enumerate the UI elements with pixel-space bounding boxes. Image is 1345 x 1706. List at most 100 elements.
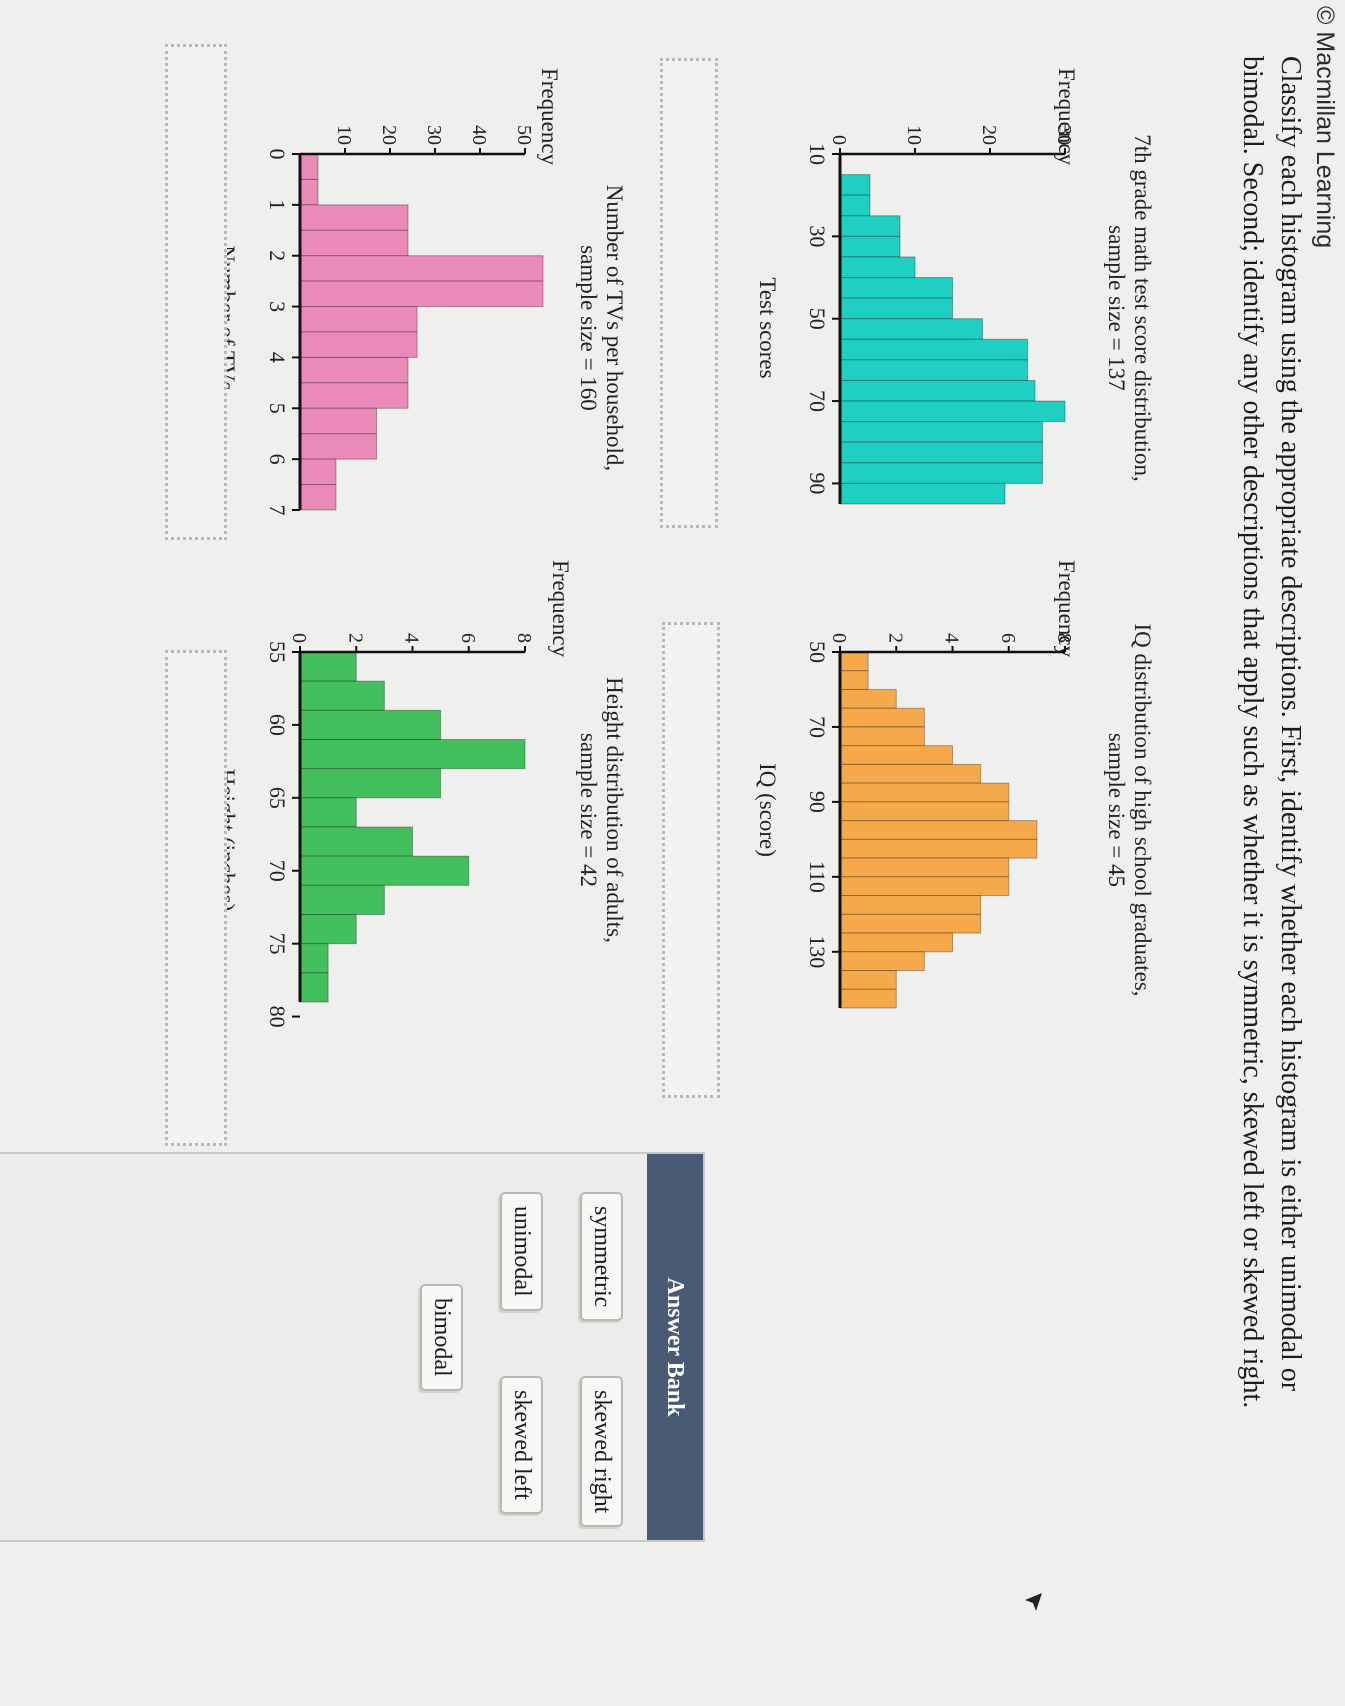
histogram-bar: [299, 680, 385, 711]
instructions-text: Classify each histogram using the approp…: [1237, 56, 1306, 1409]
histogram-bar: [839, 782, 1010, 803]
histogram-bar: [839, 820, 1038, 840]
histogram-bar: [839, 256, 916, 279]
y-tick-label: 8: [513, 633, 535, 643]
histogram-bar: [299, 433, 377, 460]
y-axis-label: Frequency: [1054, 68, 1079, 166]
answer-tag-skewed-left[interactable]: skewed left: [500, 1376, 543, 1514]
histogram-bar: [839, 482, 1006, 505]
x-tick-label: 55: [265, 641, 290, 663]
x-tick-label: 90: [805, 791, 830, 813]
histogram-bar: [299, 204, 409, 231]
histogram-bar: [299, 306, 418, 333]
chart-subtitle: sample size = 42: [576, 733, 601, 887]
histogram-bar: [839, 970, 897, 990]
histogram-bar: [839, 913, 982, 934]
histogram-bar: [839, 297, 953, 320]
histogram-bar: [839, 988, 897, 1009]
cursor-icon: [1025, 1593, 1042, 1611]
histogram-bar: [839, 318, 983, 340]
x-tick-label: 30: [805, 225, 830, 247]
histogram-bar: [299, 826, 413, 857]
x-tick-label: 70: [805, 390, 830, 412]
histogram-bar: [299, 797, 357, 828]
plot-area: 10 20 30 40 50 0 1 2 3 4 5 6 7: [265, 125, 544, 516]
histogram-bar: [299, 255, 544, 282]
histogram-bar: [839, 277, 953, 299]
answer-tag-symmetric[interactable]: symmetric: [580, 1192, 623, 1322]
histogram-bar: [839, 876, 1010, 897]
histogram-bar: [839, 951, 925, 972]
x-tick-label: 4: [265, 352, 290, 363]
answer-bank-title: Answer Bank: [647, 1154, 703, 1540]
y-tick-label: 2: [884, 633, 906, 643]
plot-area: 0 2 4 6 8 50 70 90 110 130: [805, 633, 1075, 1009]
histogram-bar: [839, 688, 897, 709]
histogram-bar: [299, 382, 409, 409]
answer-tag-skewed-right[interactable]: skewed right: [580, 1376, 623, 1528]
x-tick-label: 2: [265, 250, 290, 261]
histogram-bar: [839, 379, 1036, 402]
histogram-bar: [839, 338, 1028, 361]
chart-title: IQ distribution of high school graduates…: [1130, 623, 1155, 996]
histogram-bar: [839, 745, 953, 765]
histogram-bar: [299, 739, 526, 770]
histogram-bar: [299, 709, 442, 740]
histogram-bar: [299, 229, 409, 257]
iq-histogram: IQ distribution of high school graduates…: [755, 560, 1155, 1009]
x-tick-label: 1: [265, 199, 290, 210]
histogram-bar: [299, 178, 319, 206]
chart-subtitle: sample size = 137: [1104, 225, 1129, 391]
y-tick-label: 4: [941, 633, 963, 643]
x-tick-label: 6: [265, 454, 290, 465]
histogram-bar: [839, 838, 1038, 859]
x-tick-label: 65: [265, 787, 290, 809]
y-axis-label: Frequency: [537, 68, 562, 166]
height-histogram: Height distribution of adults, sample si…: [214, 560, 627, 1028]
histogram-bar: [839, 215, 901, 237]
y-tick-label: 10: [903, 125, 925, 145]
height-answer-dropzone[interactable]: [165, 650, 227, 1146]
histogram-bar: [299, 914, 357, 945]
x-tick-label: 50: [805, 308, 830, 330]
chart-subtitle: sample size = 45: [1104, 733, 1129, 887]
histogram-bar: [839, 235, 901, 258]
histogram-bar: [299, 153, 319, 180]
tv-histogram: Number of TVs per household, sample size…: [214, 68, 627, 516]
x-tick-label: 70: [805, 716, 830, 738]
answer-bank: Answer Bank symmetric skewed right unimo…: [0, 1152, 705, 1542]
answer-tag-bimodal[interactable]: bimodal: [420, 1284, 463, 1391]
tv-answer-dropzone[interactable]: [165, 44, 227, 540]
histogram-bar: [299, 651, 357, 682]
y-tick-label: 6: [457, 633, 479, 643]
histogram-bar: [839, 707, 925, 728]
histogram-bar: [299, 458, 337, 486]
x-axis-label: Test scores: [755, 277, 780, 378]
y-tick-label: 4: [401, 633, 423, 643]
answer-tag-unimodal[interactable]: unimodal: [500, 1192, 543, 1311]
y-tick-label: 20: [378, 125, 400, 145]
x-tick-label: 130: [805, 935, 830, 968]
histogram-bar: [299, 356, 409, 384]
math-answer-dropzone[interactable]: [660, 58, 718, 528]
histogram-bar: [839, 801, 1010, 822]
chart-title: Number of TVs per household,: [602, 185, 627, 471]
histogram-bar: [839, 670, 869, 690]
histogram-bar: [299, 884, 385, 916]
histogram-bar: [839, 651, 869, 672]
histogram-bar: [839, 895, 982, 915]
histogram-bar: [839, 462, 1043, 484]
x-tick-label: 50: [805, 641, 830, 663]
histogram-bar: [299, 943, 329, 974]
y-tick-label: 0: [828, 633, 850, 643]
iq-answer-dropzone[interactable]: [662, 622, 720, 1098]
y-tick-label: 8: [1053, 633, 1075, 643]
histogram-bar: [839, 194, 871, 217]
chart-title: 7th grade math test score distribution,: [1130, 134, 1155, 481]
y-tick-label: 0: [828, 135, 850, 145]
histogram-bar: [299, 484, 337, 511]
y-tick-label: 2: [344, 633, 366, 643]
histogram-bar: [299, 855, 470, 886]
copyright: © Macmillan Learning: [1311, 6, 1339, 249]
